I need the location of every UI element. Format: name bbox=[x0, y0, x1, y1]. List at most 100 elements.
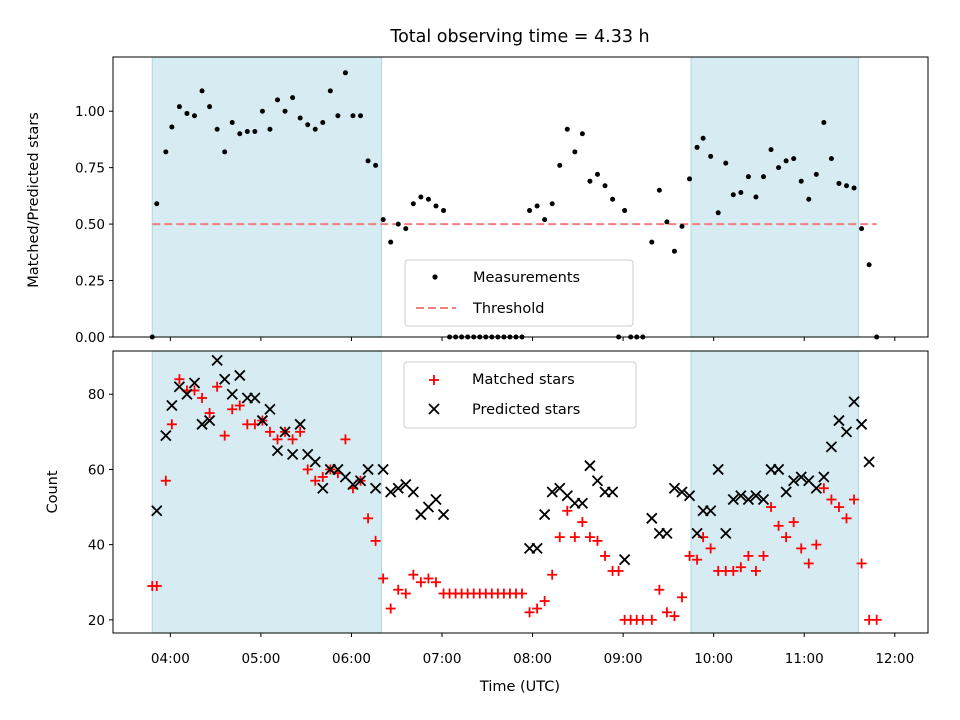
predicted-star-point bbox=[619, 554, 631, 566]
matched-star-point bbox=[423, 573, 434, 584]
matched-star-point bbox=[317, 471, 328, 482]
measurement-point bbox=[656, 187, 662, 193]
measurement-point bbox=[813, 171, 819, 177]
matched-star-point bbox=[637, 614, 648, 625]
measurement-point bbox=[259, 108, 265, 114]
predicted-star-point bbox=[539, 508, 551, 521]
predicted-stars-series bbox=[151, 354, 875, 566]
measurement-point bbox=[649, 239, 655, 245]
measurement-point bbox=[534, 203, 540, 209]
shaded-intervals-top bbox=[151, 56, 860, 338]
measurement-point bbox=[418, 194, 424, 200]
y-tick-label: 1.00 bbox=[75, 104, 105, 120]
matched-star-point bbox=[871, 614, 882, 625]
measurement-point bbox=[587, 178, 593, 184]
measurement-point bbox=[708, 153, 714, 159]
predicted-star-point bbox=[705, 505, 717, 517]
legend-matched-label: Matched stars bbox=[472, 372, 575, 388]
predicted-star-point bbox=[606, 486, 619, 498]
matched-star-point bbox=[204, 408, 215, 419]
predicted-star-point bbox=[750, 490, 762, 502]
x-tick-label: 12:00 bbox=[875, 651, 914, 667]
measurement-point bbox=[671, 248, 677, 254]
predicted-star-point bbox=[683, 490, 696, 502]
x-tick-label: 10:00 bbox=[694, 651, 733, 667]
measurement-point bbox=[305, 122, 311, 128]
predicted-star-point bbox=[757, 493, 770, 506]
measurement-point bbox=[828, 156, 834, 162]
predicted-star-point bbox=[279, 426, 291, 438]
x-tick-label: 04:00 bbox=[151, 651, 190, 667]
predicted-star-point bbox=[840, 426, 853, 438]
matched-star-point bbox=[532, 603, 543, 614]
shaded-interval-1 bbox=[151, 56, 383, 338]
bottom-x-axis-label: Time (UTC) bbox=[479, 679, 560, 695]
matched-star-point bbox=[430, 577, 441, 588]
legend-measurements-marker bbox=[432, 274, 438, 280]
measurement-point bbox=[738, 189, 744, 195]
measurement-point bbox=[373, 162, 379, 168]
predicted-star-point bbox=[430, 493, 442, 506]
matched-stars-series bbox=[147, 374, 882, 625]
measurement-point bbox=[821, 119, 827, 125]
matched-star-point bbox=[264, 426, 275, 437]
predicted-star-point bbox=[294, 418, 306, 430]
measurement-point bbox=[859, 226, 865, 232]
predicted-star-point bbox=[772, 463, 785, 476]
matched-star-point bbox=[408, 569, 419, 580]
measurement-point bbox=[214, 126, 220, 132]
measurement-point bbox=[610, 196, 616, 202]
matched-star-point bbox=[803, 558, 814, 569]
matched-star-point bbox=[234, 400, 245, 411]
matched-star-point bbox=[340, 434, 351, 445]
matched-star-point bbox=[295, 426, 306, 437]
measurement-point bbox=[700, 135, 706, 141]
measurement-point bbox=[715, 210, 721, 216]
measurement-point bbox=[222, 149, 228, 155]
measurement-point bbox=[275, 97, 281, 103]
matched-star-point bbox=[833, 502, 844, 513]
matched-star-point bbox=[826, 494, 837, 505]
predicted-star-point bbox=[354, 475, 367, 487]
predicted-star-point bbox=[264, 403, 276, 415]
predicted-star-point bbox=[833, 414, 845, 427]
measurement-point bbox=[730, 192, 736, 198]
y-tick-label: 0.25 bbox=[75, 274, 105, 290]
measurement-point bbox=[851, 185, 857, 191]
bottom-y-axis-label: Count bbox=[45, 470, 61, 513]
measurement-point bbox=[753, 194, 759, 200]
matched-star-point bbox=[773, 520, 784, 531]
measurement-point bbox=[791, 156, 797, 162]
measurement-point bbox=[290, 95, 296, 101]
predicted-star-point bbox=[188, 377, 201, 389]
bottom-legend-box bbox=[403, 361, 637, 429]
predicted-star-point bbox=[219, 373, 231, 385]
matched-star-point bbox=[166, 419, 177, 430]
measurement-point bbox=[342, 70, 348, 76]
measurement-point bbox=[192, 113, 197, 119]
measurement-point bbox=[679, 223, 685, 229]
predicted-star-point bbox=[720, 527, 732, 539]
measurement-point bbox=[244, 129, 250, 135]
predicted-star-point bbox=[160, 429, 172, 442]
bottom-x-ticks: 04:00 05:00 06:00 07:00 08:00 09:00 10:00 11:00… bbox=[151, 633, 914, 667]
matched-star-point bbox=[684, 550, 695, 561]
matched-star-point bbox=[788, 517, 799, 528]
measurement-point bbox=[327, 88, 333, 94]
matched-star-point bbox=[856, 558, 867, 569]
matched-star-point bbox=[554, 532, 565, 543]
measurement-point bbox=[169, 124, 175, 130]
y-tick-label: 80 bbox=[88, 387, 105, 403]
top-x-ticks bbox=[169, 337, 896, 341]
matched-star-point bbox=[272, 434, 283, 445]
matched-star-point bbox=[743, 550, 754, 561]
matched-star-point bbox=[766, 502, 777, 513]
predicted-star-point bbox=[691, 527, 703, 539]
y-tick-label: 0.50 bbox=[75, 217, 105, 233]
matched-star-point bbox=[370, 535, 381, 546]
matched-star-point bbox=[310, 475, 321, 486]
measurement-point bbox=[163, 149, 169, 155]
matched-star-point bbox=[750, 565, 761, 576]
matched-star-point bbox=[613, 565, 624, 576]
measurement-point bbox=[664, 219, 670, 225]
